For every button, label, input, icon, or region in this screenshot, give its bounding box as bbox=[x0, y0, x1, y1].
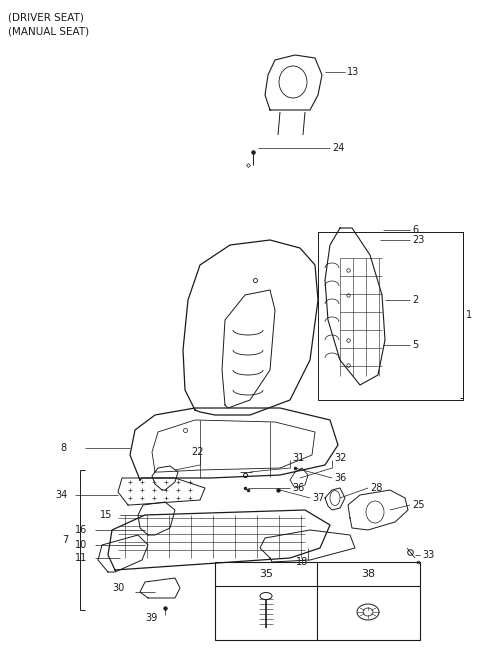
Text: 33: 33 bbox=[422, 550, 434, 560]
Text: 22: 22 bbox=[192, 447, 204, 457]
Text: 25: 25 bbox=[412, 500, 424, 510]
Text: (MANUAL SEAT): (MANUAL SEAT) bbox=[8, 27, 89, 37]
Text: 1: 1 bbox=[466, 310, 472, 320]
Text: 28: 28 bbox=[370, 483, 383, 493]
Text: 16: 16 bbox=[75, 525, 87, 535]
Text: (DRIVER SEAT): (DRIVER SEAT) bbox=[8, 13, 84, 23]
Text: 11: 11 bbox=[75, 553, 87, 563]
Bar bbox=[215, 562, 420, 640]
Text: 15: 15 bbox=[100, 510, 112, 520]
Text: 18: 18 bbox=[296, 557, 308, 567]
Bar bbox=[318, 232, 463, 400]
Text: 23: 23 bbox=[412, 235, 424, 245]
Text: 31: 31 bbox=[292, 453, 304, 463]
Text: 36: 36 bbox=[292, 483, 304, 493]
Text: 34: 34 bbox=[55, 490, 67, 500]
Text: 32: 32 bbox=[334, 453, 347, 463]
Text: 10: 10 bbox=[75, 540, 87, 550]
Text: 6: 6 bbox=[412, 225, 418, 235]
Text: 37: 37 bbox=[312, 493, 324, 503]
Text: 39: 39 bbox=[146, 613, 158, 623]
Text: 5: 5 bbox=[412, 340, 418, 350]
Text: 24: 24 bbox=[332, 143, 344, 153]
Text: 36: 36 bbox=[334, 473, 346, 483]
Text: 7: 7 bbox=[62, 535, 68, 545]
Text: 2: 2 bbox=[412, 295, 418, 305]
Text: 38: 38 bbox=[361, 569, 375, 579]
Text: 35: 35 bbox=[259, 569, 273, 579]
Text: 8: 8 bbox=[60, 443, 66, 453]
Text: 13: 13 bbox=[347, 67, 359, 77]
Text: 30: 30 bbox=[113, 583, 125, 593]
